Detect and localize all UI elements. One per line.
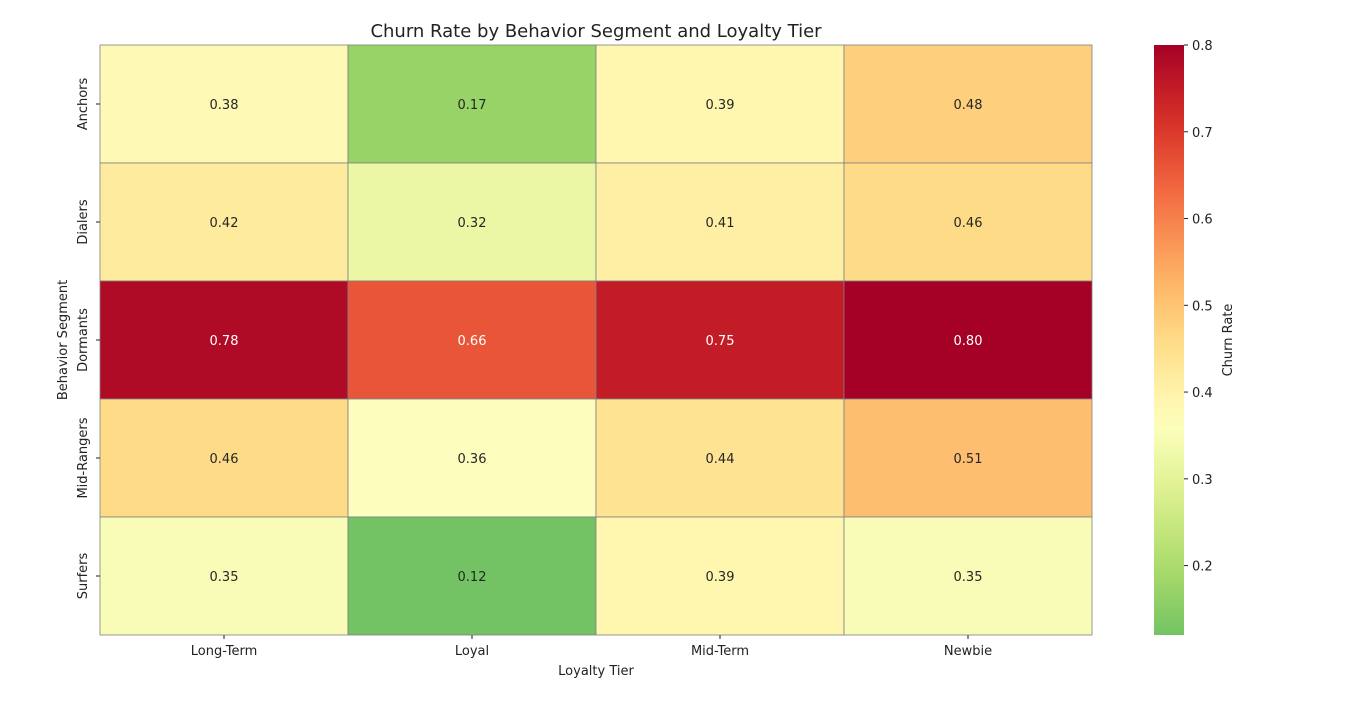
cell-value-label: 0.48 xyxy=(954,98,983,113)
colorbar-tick-label: 0.2 xyxy=(1192,560,1213,575)
heatmap-cell xyxy=(843,280,1093,400)
cell-value-label: 0.46 xyxy=(210,452,239,467)
y-tick-label: Mid-Rangers xyxy=(76,417,91,498)
heatmap-cell xyxy=(99,398,349,518)
cell-value-label: 0.39 xyxy=(706,570,735,585)
cell-value-label: 0.17 xyxy=(458,98,487,113)
cell-value-label: 0.46 xyxy=(954,216,983,231)
y-tick-label: Anchors xyxy=(76,77,91,130)
heatmap-cell xyxy=(843,162,1093,282)
heatmap-cell xyxy=(99,44,349,164)
x-tick-label: Long-Term xyxy=(191,644,257,659)
heatmap-cell xyxy=(347,280,597,400)
cell-value-label: 0.44 xyxy=(706,452,735,467)
colorbar-tick-label: 0.3 xyxy=(1192,473,1213,488)
x-axis-label: Loyalty Tier xyxy=(558,664,634,679)
y-tick-label: Dormants xyxy=(76,308,91,372)
y-axis-label: Behavior Segment xyxy=(56,280,71,400)
cell-value-label: 0.42 xyxy=(210,216,239,231)
heatmap-cell xyxy=(595,162,845,282)
heatmap-cell xyxy=(347,162,597,282)
heatmap-cell xyxy=(843,44,1093,164)
x-tick-label: Mid-Term xyxy=(691,644,749,659)
heatmap-cell xyxy=(99,516,349,636)
cell-value-label: 0.12 xyxy=(458,570,487,585)
colorbar xyxy=(1154,45,1184,635)
colorbar-tick-label: 0.4 xyxy=(1192,386,1213,401)
chart-title: Churn Rate by Behavior Segment and Loyal… xyxy=(370,21,822,42)
colorbar-label: Churn Rate xyxy=(1221,304,1236,377)
heatmap-cells: 0.38 0.17 0.39 0.48 0.42 0.32 0.41 0.46 0.78 0.66… xyxy=(99,44,1093,636)
heatmap-cell xyxy=(595,516,845,636)
y-tick-label: Dialers xyxy=(76,199,91,245)
y-axis-ticks: Anchors Dialers Dormants Mid-Rangers Surfers xyxy=(76,77,100,599)
cell-value-label: 0.41 xyxy=(706,216,735,231)
colorbar-ticks: 0.2 0.3 0.4 0.5 0.6 0.7 0.8 xyxy=(1184,39,1213,575)
cell-value-label: 0.66 xyxy=(458,334,487,349)
cell-value-label: 0.35 xyxy=(954,570,983,585)
x-tick-label: Newbie xyxy=(944,644,992,659)
heatmap-cell xyxy=(347,398,597,518)
y-tick-label: Surfers xyxy=(76,553,91,600)
colorbar-tick-label: 0.8 xyxy=(1192,39,1213,54)
colorbar-tick-label: 0.5 xyxy=(1192,299,1213,314)
heatmap-cell xyxy=(99,162,349,282)
heatmap-cell xyxy=(843,398,1093,518)
cell-value-label: 0.35 xyxy=(210,570,239,585)
cell-value-label: 0.75 xyxy=(706,334,735,349)
heatmap-cell xyxy=(595,398,845,518)
heatmap-cell xyxy=(347,516,597,636)
cell-value-label: 0.80 xyxy=(954,334,983,349)
colorbar-tick-label: 0.6 xyxy=(1192,213,1213,228)
cell-value-label: 0.36 xyxy=(458,452,487,467)
cell-value-label: 0.51 xyxy=(954,452,983,467)
colorbar-tick-label: 0.7 xyxy=(1192,126,1213,141)
heatmap-cell xyxy=(595,44,845,164)
x-tick-label: Loyal xyxy=(455,644,489,659)
x-axis-ticks: Long-Term Loyal Mid-Term Newbie xyxy=(191,635,992,659)
cell-value-label: 0.38 xyxy=(210,98,239,113)
cell-value-label: 0.32 xyxy=(458,216,487,231)
heatmap-cell xyxy=(843,516,1093,636)
heatmap-cell xyxy=(347,44,597,164)
cell-value-label: 0.78 xyxy=(210,334,239,349)
cell-value-label: 0.39 xyxy=(706,98,735,113)
